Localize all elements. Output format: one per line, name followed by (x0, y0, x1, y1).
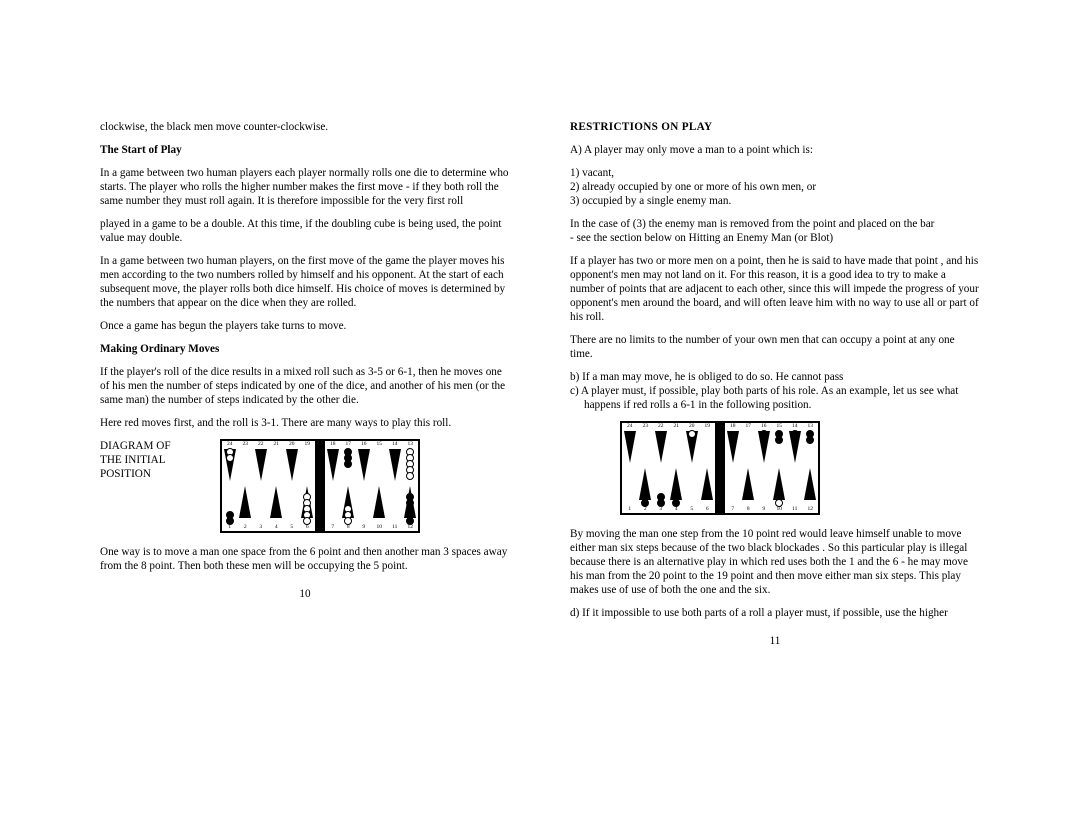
para: d) If it impossible to use both parts of… (570, 606, 980, 620)
para: In a game between two human players, on … (100, 254, 510, 310)
board-bar (315, 441, 325, 531)
heading-start-of-play: The Start of Play (100, 143, 510, 157)
para: b) If a man may move, he is obliged to d… (570, 370, 980, 384)
para: - see the section below on Hitting an En… (570, 231, 980, 245)
page-left: clockwise, the black men move counter-cl… (100, 120, 510, 794)
point-labels-bot: 123456 (222, 524, 315, 532)
outer-board: 242322212019 (222, 441, 315, 531)
para: By moving the man one step from the 10 p… (570, 527, 980, 555)
page-right: RESTRICTIONS ON PLAY A) A player may onl… (570, 120, 980, 794)
para: If a player has two or more men on a poi… (570, 254, 980, 324)
diagram-initial-position: DIAGRAM OF THE INITIAL POSITION 24232221… (100, 439, 510, 533)
backgammon-board-icon: 242322212019 (620, 421, 820, 515)
page-number: 11 (570, 634, 980, 648)
para: A) A player may only move a man to a poi… (570, 143, 980, 157)
heading-ordinary-moves: Making Ordinary Moves (100, 342, 510, 356)
para: played in a game to be a double. At this… (100, 217, 510, 245)
backgammon-board-icon: 242322212019 (220, 439, 420, 533)
para: In the case of (3) the enemy man is remo… (570, 217, 980, 231)
para: Here red moves first, and the roll is 3-… (100, 416, 510, 430)
para: c) A player must, if possible, play both… (570, 384, 980, 412)
para: One way is to move a man one space from … (100, 545, 510, 573)
point-labels-top: 242322212019 (222, 441, 315, 449)
home-board: 181716151413 (325, 441, 418, 531)
para: There are no limits to the number of you… (570, 333, 980, 361)
page-number: 10 (100, 587, 510, 601)
list-item: 1) vacant, 2) already occupied by one or… (570, 166, 980, 208)
diagram-label: DIAGRAM OF THE INITIAL POSITION (100, 439, 190, 481)
para: In a game between two human players each… (100, 166, 510, 208)
lead-text: clockwise, the black men move counter-cl… (100, 120, 510, 134)
para: If the player's roll of the dice results… (100, 365, 510, 407)
para: because there is an alternative play in … (570, 555, 980, 597)
para: Once a game has begun the players take t… (100, 319, 510, 333)
heading-restrictions: RESTRICTIONS ON PLAY (570, 120, 980, 134)
